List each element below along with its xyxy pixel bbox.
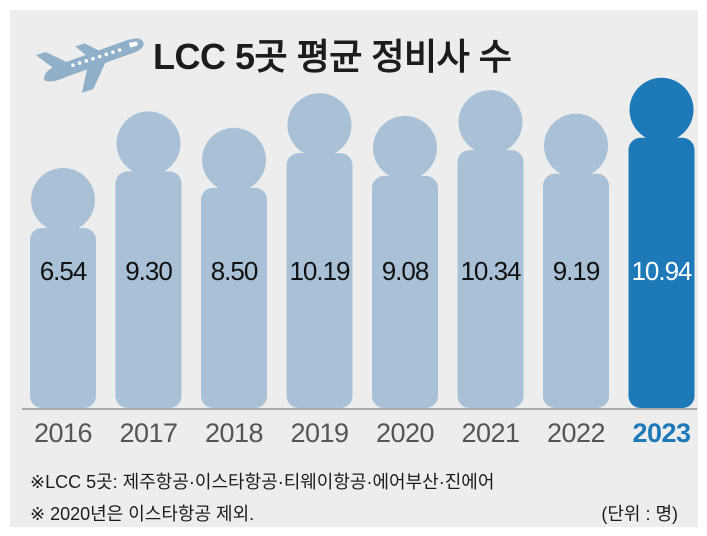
bar-body-2022	[543, 173, 609, 408]
bar-body-2020	[372, 175, 438, 408]
year-label-2017: 2017	[119, 418, 177, 448]
bar-2022: 9.19 2022	[543, 113, 609, 448]
value-label-2020: 9.08	[382, 256, 429, 286]
bar-head-2019	[287, 93, 352, 158]
bar-head-2021	[458, 90, 523, 155]
chart-frame: LCC 5곳 평균 정비사 수 6.54 2016 9.30 2017 8.50 2018…	[10, 10, 698, 527]
bar-body-2023	[628, 137, 695, 409]
bar-2017: 9.30 2017	[115, 111, 182, 448]
value-label-2017: 9.30	[125, 256, 172, 286]
bar-2021: 10.34 2021	[457, 90, 524, 448]
year-label-2021: 2021	[461, 418, 519, 448]
bar-head-2020	[373, 115, 437, 180]
year-label-2020: 2020	[376, 418, 434, 448]
value-label-2019: 10.19	[289, 256, 350, 286]
bar-head-2023	[629, 77, 694, 142]
bar-body-2017	[115, 171, 182, 408]
value-label-2021: 10.34	[460, 256, 521, 286]
bar-head-2022	[544, 113, 608, 178]
bar-2018: 8.50 2018	[201, 127, 267, 448]
bar-chart: 6.54 2016 9.30 2017 8.50 2018 10.19 2019 9.08 202…	[30, 77, 695, 448]
bar-body-2018	[201, 187, 267, 408]
bar-2023: 10.94 2023	[628, 77, 695, 448]
chart-title: LCC 5곳 평균 정비사 수	[153, 36, 512, 77]
bar-2019: 10.19 2019	[286, 93, 353, 448]
bar-body-2021	[457, 150, 524, 408]
airplane-icon	[36, 38, 144, 93]
year-label-2023: 2023	[632, 418, 691, 448]
bar-head-2018	[202, 127, 266, 192]
bar-2016: 6.54 2016	[30, 168, 96, 448]
bar-body-2016	[30, 228, 96, 408]
value-label-2022: 9.19	[553, 256, 600, 286]
bar-2020: 9.08 2020	[372, 115, 438, 448]
value-label-2018: 8.50	[211, 256, 258, 286]
year-label-2022: 2022	[547, 418, 605, 448]
year-label-2016: 2016	[34, 418, 92, 448]
airlines-footnote: ※LCC 5곳: 제주항공·이스타항공·티웨이항공·에어부산·진에어	[30, 472, 495, 492]
bar-head-2016	[31, 168, 95, 232]
year-label-2019: 2019	[290, 418, 348, 448]
year-label-2018: 2018	[205, 418, 263, 448]
unit-label: (단위 : 명)	[601, 504, 678, 524]
bar-head-2017	[116, 111, 181, 176]
chart-baseline	[22, 408, 697, 410]
bar-body-2019	[286, 153, 353, 408]
value-label-2016: 6.54	[40, 256, 87, 286]
exclusion-footnote: ※ 2020년은 이스타항공 제외.	[30, 504, 255, 524]
value-label-2023: 10.94	[631, 256, 692, 286]
